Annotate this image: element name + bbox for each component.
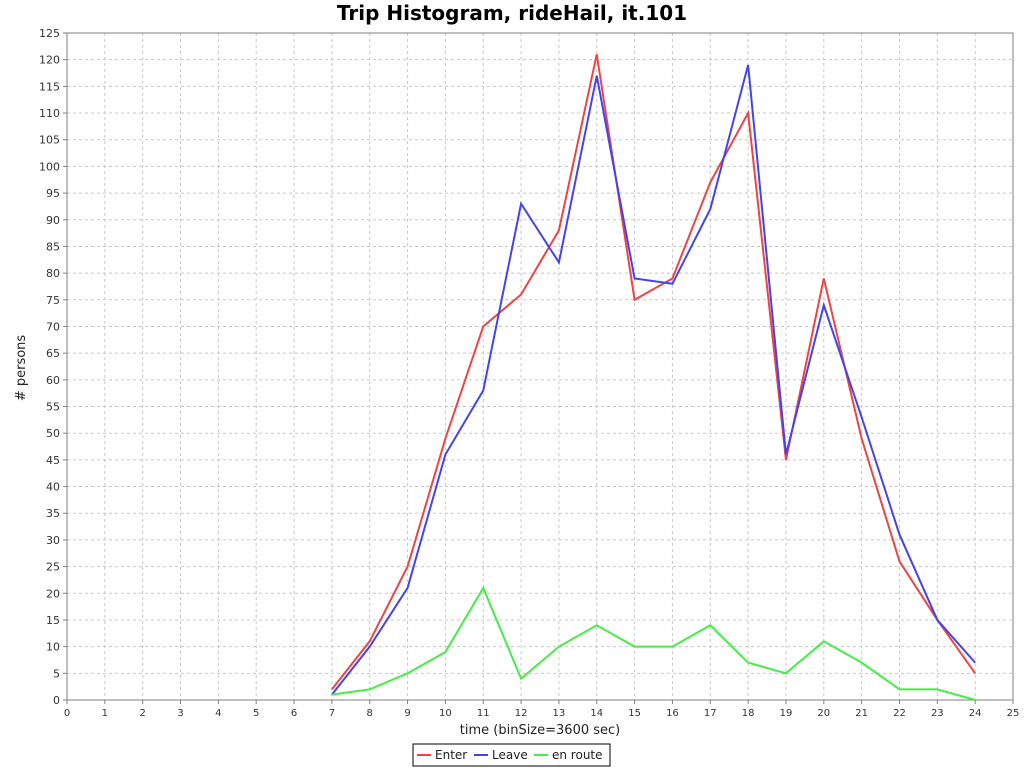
y-tick-label: 15 <box>46 614 60 627</box>
legend: Enter Leave en route <box>412 743 611 767</box>
x-tick-label: 9 <box>404 708 410 719</box>
x-tick-label: 1 <box>102 708 108 719</box>
y-tick-label: 125 <box>39 27 60 40</box>
x-tick-label: 19 <box>780 708 793 719</box>
y-tick-label: 25 <box>46 561 60 574</box>
y-tick-label: 30 <box>46 534 60 547</box>
y-tick-label: 5 <box>53 667 60 680</box>
x-tick-label: 13 <box>553 708 566 719</box>
y-tick-label: 70 <box>46 320 60 333</box>
x-tick-label: 0 <box>64 708 70 719</box>
series-line-en-route <box>331 585 976 701</box>
axis-ticks: 0510152025303540455055606570758085909510… <box>39 27 1019 719</box>
series-line-enter <box>331 54 976 690</box>
x-tick-label: 23 <box>931 708 944 719</box>
y-tick-label: 80 <box>46 267 60 280</box>
y-tick-label: 90 <box>46 214 60 227</box>
series-lines <box>331 54 976 701</box>
x-tick-label: 4 <box>215 708 221 719</box>
legend-label: en route <box>552 748 603 762</box>
legend-box <box>412 743 611 767</box>
y-tick-label: 65 <box>46 347 60 360</box>
x-tick-label: 2 <box>139 708 145 719</box>
legend-label: Enter <box>435 748 467 762</box>
x-tick-label: 17 <box>704 708 717 719</box>
y-tick-label: 110 <box>39 107 60 120</box>
x-tick-label: 5 <box>253 708 259 719</box>
y-tick-label: 0 <box>53 694 60 707</box>
y-tick-label: 50 <box>46 427 60 440</box>
x-tick-label: 3 <box>177 708 183 719</box>
y-tick-label: 35 <box>46 507 60 520</box>
x-tick-label: 14 <box>590 708 603 719</box>
x-tick-label: 11 <box>477 708 490 719</box>
series-line-leave <box>331 64 976 696</box>
y-axis-label: # persons <box>14 335 29 402</box>
y-tick-label: 20 <box>46 587 60 600</box>
y-tick-label: 115 <box>39 80 60 93</box>
x-tick-label: 12 <box>515 708 528 719</box>
x-tick-label: 10 <box>439 708 452 719</box>
y-tick-label: 10 <box>46 641 60 654</box>
x-tick-label: 24 <box>969 708 982 719</box>
y-tick-label: 75 <box>46 294 60 307</box>
x-tick-label: 20 <box>817 708 830 719</box>
x-tick-label: 8 <box>367 708 373 719</box>
x-axis-label: time (binSize=3600 sec) <box>460 723 620 738</box>
y-tick-label: 95 <box>46 187 60 200</box>
y-tick-label: 100 <box>39 160 60 173</box>
plot-area <box>66 32 1014 701</box>
x-tick-label: 21 <box>855 708 868 719</box>
y-tick-label: 105 <box>39 134 60 147</box>
x-tick-label: 6 <box>291 708 297 719</box>
y-tick-label: 40 <box>46 481 60 494</box>
y-tick-label: 120 <box>39 54 60 67</box>
gridlines <box>67 32 1014 700</box>
y-tick-label: 85 <box>46 240 60 253</box>
x-tick-label: 25 <box>1007 708 1020 719</box>
y-tick-label: 60 <box>46 374 60 387</box>
x-tick-label: 16 <box>666 708 679 719</box>
x-tick-label: 22 <box>893 708 906 719</box>
x-tick-label: 18 <box>742 708 755 719</box>
x-tick-label: 7 <box>329 708 335 719</box>
legend-label: Leave <box>492 748 528 762</box>
y-tick-label: 45 <box>46 454 60 467</box>
x-tick-label: 15 <box>628 708 641 719</box>
chart-title: Trip Histogram, rideHail, it.101 <box>337 1 687 25</box>
y-tick-label: 55 <box>46 401 60 414</box>
